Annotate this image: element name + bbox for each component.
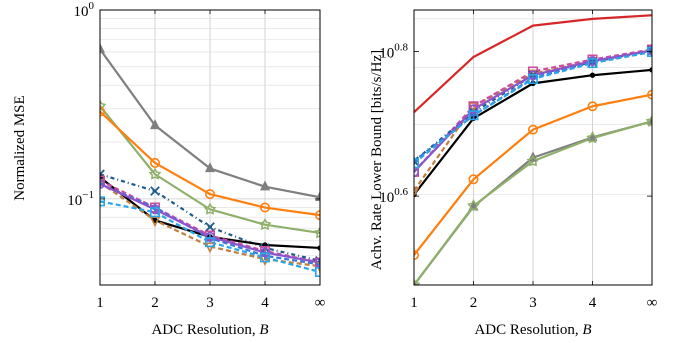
- data-point-s7-0: [100, 179, 105, 189]
- series-line-2: [100, 110, 320, 217]
- series-line-1: [414, 93, 652, 256]
- data-point-s10-2: [527, 74, 538, 85]
- data-point-s1-4: [313, 226, 320, 239]
- series-line-9: [100, 200, 320, 274]
- y-axis-label: Achv. Rate Lower Bound [bits/s/Hz]: [369, 50, 385, 270]
- data-point-s9-1: [468, 104, 479, 115]
- data-point-s9-2: [205, 237, 216, 248]
- data-point-s8-4: [647, 46, 652, 55]
- x-tick-label: ∞: [315, 295, 326, 311]
- data-point-s3-4: [645, 114, 652, 127]
- series-group: [100, 42, 320, 278]
- data-point-s8-2: [205, 231, 216, 242]
- data-point-s8-0: [414, 156, 419, 166]
- right-chart-achievable-rate: 1 2 3 4 ∞ 100.8 100.6 ADC Resolution, B Achv. Ra…: [369, 9, 658, 338]
- series-line-0: [414, 14, 652, 114]
- data-point-s5-1: [468, 102, 479, 114]
- x-tick-label: 1: [410, 295, 418, 311]
- data-point-s9-1: [150, 207, 161, 218]
- data-point-s0-0: [100, 42, 106, 53]
- data-point-s5-2: [204, 242, 216, 254]
- data-point-s3-0: [414, 278, 421, 285]
- data-point-s1-3: [258, 218, 272, 231]
- data-point-s1-2: [527, 124, 538, 135]
- data-point-s10-0: [414, 158, 419, 169]
- data-point-s1-3: [587, 101, 598, 112]
- series-group: [414, 14, 652, 285]
- x-tick-label: 1: [96, 295, 104, 311]
- data-point-s3-1: [150, 186, 160, 196]
- data-point-s1-2: [203, 202, 217, 215]
- data-point-s10-1: [468, 110, 479, 121]
- data-point-s7-4: [315, 260, 320, 269]
- data-point-s2-3: [259, 202, 270, 213]
- x-tick-label: 4: [261, 295, 269, 311]
- x-tick-label: 2: [470, 295, 478, 311]
- x-tick-label: 3: [529, 295, 537, 311]
- data-point-s0-2: [204, 162, 216, 173]
- data-point-s2-2: [205, 189, 216, 200]
- data-point-s9-0: [414, 166, 419, 177]
- x-axis-label: ADC Resolution, B: [474, 322, 591, 338]
- data-point-s1-1: [148, 167, 162, 180]
- data-point-s1-0: [100, 99, 107, 112]
- data-point-s4-3: [589, 72, 596, 78]
- data-point-s0-1: [149, 119, 161, 130]
- x-tick-label: ∞: [647, 295, 658, 311]
- data-point-s3-3: [586, 131, 599, 144]
- x-tick-label: 3: [206, 295, 214, 311]
- data-point-s1-1: [468, 174, 479, 185]
- y-tick-label: 10−1: [67, 189, 94, 209]
- x-tick-label: 4: [589, 295, 597, 311]
- left-chart-normalized-mse: 1 2 3 4 ∞ 100 10−1 ADC Resolution, B Normalized …: [12, 0, 325, 338]
- y-axis-label: Normalized MSE: [12, 95, 28, 200]
- y-tick-label: 100: [74, 0, 95, 20]
- data-point-s9-3: [259, 252, 270, 263]
- data-point-s2-1: [150, 157, 161, 168]
- y-tick-label: 100.6: [379, 186, 408, 206]
- data-point-s1-0: [414, 250, 419, 261]
- data-point-s3-2: [205, 222, 215, 232]
- data-point-s3-1: [467, 199, 480, 212]
- series-line-1: [100, 105, 320, 235]
- data-point-s8-1: [469, 111, 478, 120]
- data-point-s0-3: [259, 180, 271, 191]
- x-tick-label: 2: [151, 295, 159, 311]
- data-point-s5-0: [414, 186, 420, 198]
- data-point-s10-3: [587, 58, 598, 69]
- y-tick-label: 100.8: [379, 41, 408, 61]
- data-point-s0-4: [314, 190, 320, 201]
- x-axis-label: ADC Resolution, B: [151, 322, 268, 338]
- data-point-s3-2: [526, 154, 540, 167]
